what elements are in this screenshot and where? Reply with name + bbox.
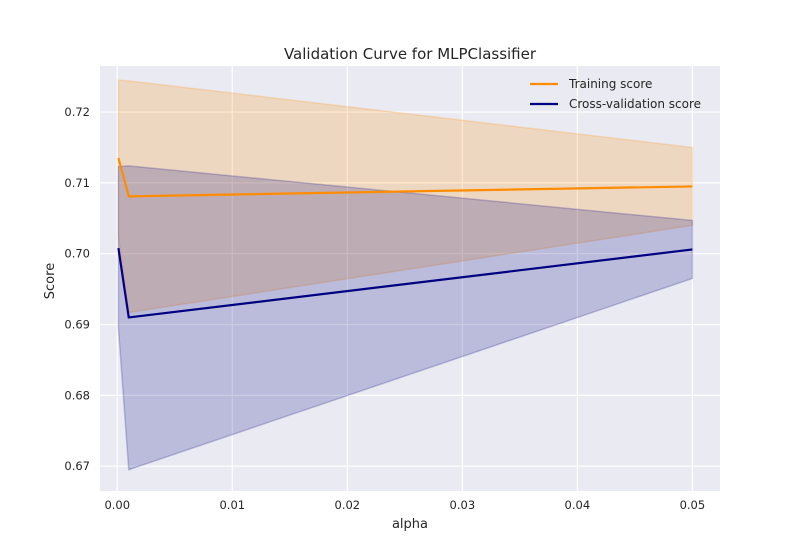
y-tick-label: 0.72 xyxy=(64,105,90,119)
y-tick-label: 0.68 xyxy=(64,388,90,402)
chart-title: Validation Curve for MLPClassifier xyxy=(284,45,537,63)
series-lines xyxy=(117,157,693,319)
x-tick-label: 0.04 xyxy=(565,498,591,512)
confidence-bands xyxy=(117,79,694,471)
legend: Training score Cross-validation score xyxy=(530,77,701,111)
x-tick-label: 0.01 xyxy=(219,498,245,512)
grid-lines xyxy=(100,66,720,491)
plot-area xyxy=(100,66,720,491)
y-tick-label: 0.69 xyxy=(64,318,90,332)
legend-label-0: Training score xyxy=(568,77,652,91)
y-axis-label: Score xyxy=(43,263,58,299)
y-tick-label: 0.71 xyxy=(64,176,90,190)
x-tick-label: 0.05 xyxy=(680,498,706,512)
x-axis-ticks: 0.00 0.01 0.02 0.03 0.04 0.05 xyxy=(104,498,705,512)
x-tick-label: 0.02 xyxy=(335,498,361,512)
x-axis-label: alpha xyxy=(392,517,428,532)
confidence-band-0 xyxy=(117,79,694,314)
y-tick-label: 0.67 xyxy=(64,459,90,473)
y-tick-label: 0.70 xyxy=(64,247,90,261)
legend-label-1: Cross-validation score xyxy=(569,97,701,111)
confidence-band-1 xyxy=(117,165,694,471)
x-tick-label: 0.00 xyxy=(104,498,130,512)
series-line-1 xyxy=(117,247,693,319)
series-line-0 xyxy=(117,157,693,198)
y-axis-ticks: 0.67 0.68 0.69 0.70 0.71 0.72 xyxy=(64,105,90,473)
x-tick-label: 0.03 xyxy=(450,498,476,512)
